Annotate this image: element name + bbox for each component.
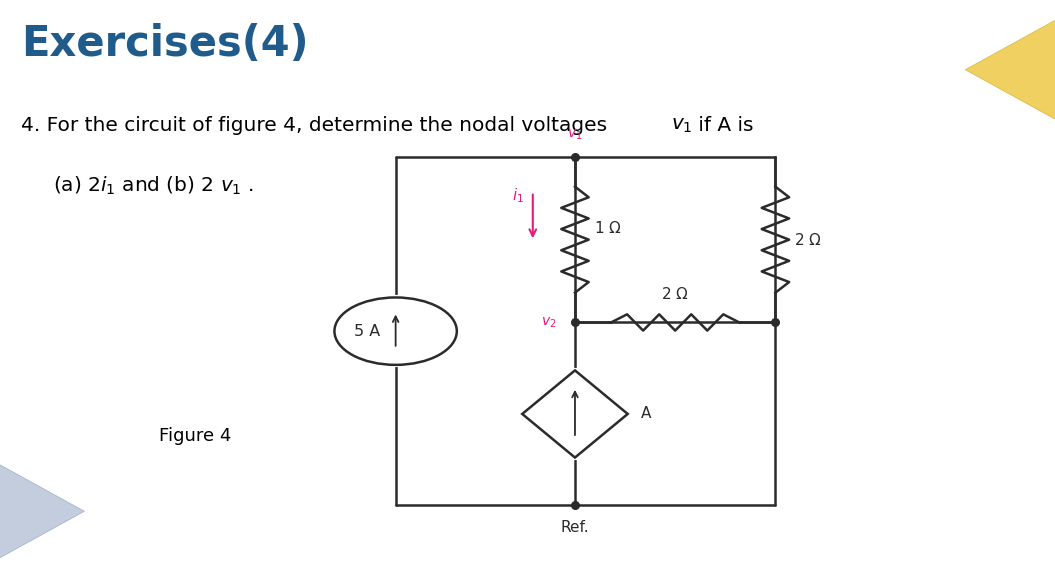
- Text: Exercises(4): Exercises(4): [21, 23, 309, 65]
- Text: $v_1$: $v_1$: [671, 116, 692, 135]
- Text: $i_1$: $i_1$: [513, 186, 524, 205]
- Text: A: A: [640, 407, 651, 421]
- Polygon shape: [0, 459, 84, 564]
- Text: (a) 2$i_1$ and (b) 2 $v_1$ .: (a) 2$i_1$ and (b) 2 $v_1$ .: [53, 174, 254, 196]
- Text: 4. For the circuit of figure 4, determine the nodal voltages: 4. For the circuit of figure 4, determin…: [21, 116, 614, 135]
- Text: if A is: if A is: [692, 116, 753, 135]
- Polygon shape: [965, 15, 1055, 125]
- Text: $v_1$: $v_1$: [568, 128, 582, 142]
- Text: Ref.: Ref.: [560, 520, 590, 535]
- Text: 5 A: 5 A: [353, 324, 380, 339]
- Text: $v_2$: $v_2$: [540, 315, 556, 329]
- Polygon shape: [522, 371, 628, 458]
- Text: Figure 4: Figure 4: [159, 427, 231, 444]
- Text: 2 $\Omega$: 2 $\Omega$: [661, 286, 689, 302]
- Text: 2 $\Omega$: 2 $\Omega$: [794, 232, 822, 248]
- Text: 1 $\Omega$: 1 $\Omega$: [594, 220, 621, 236]
